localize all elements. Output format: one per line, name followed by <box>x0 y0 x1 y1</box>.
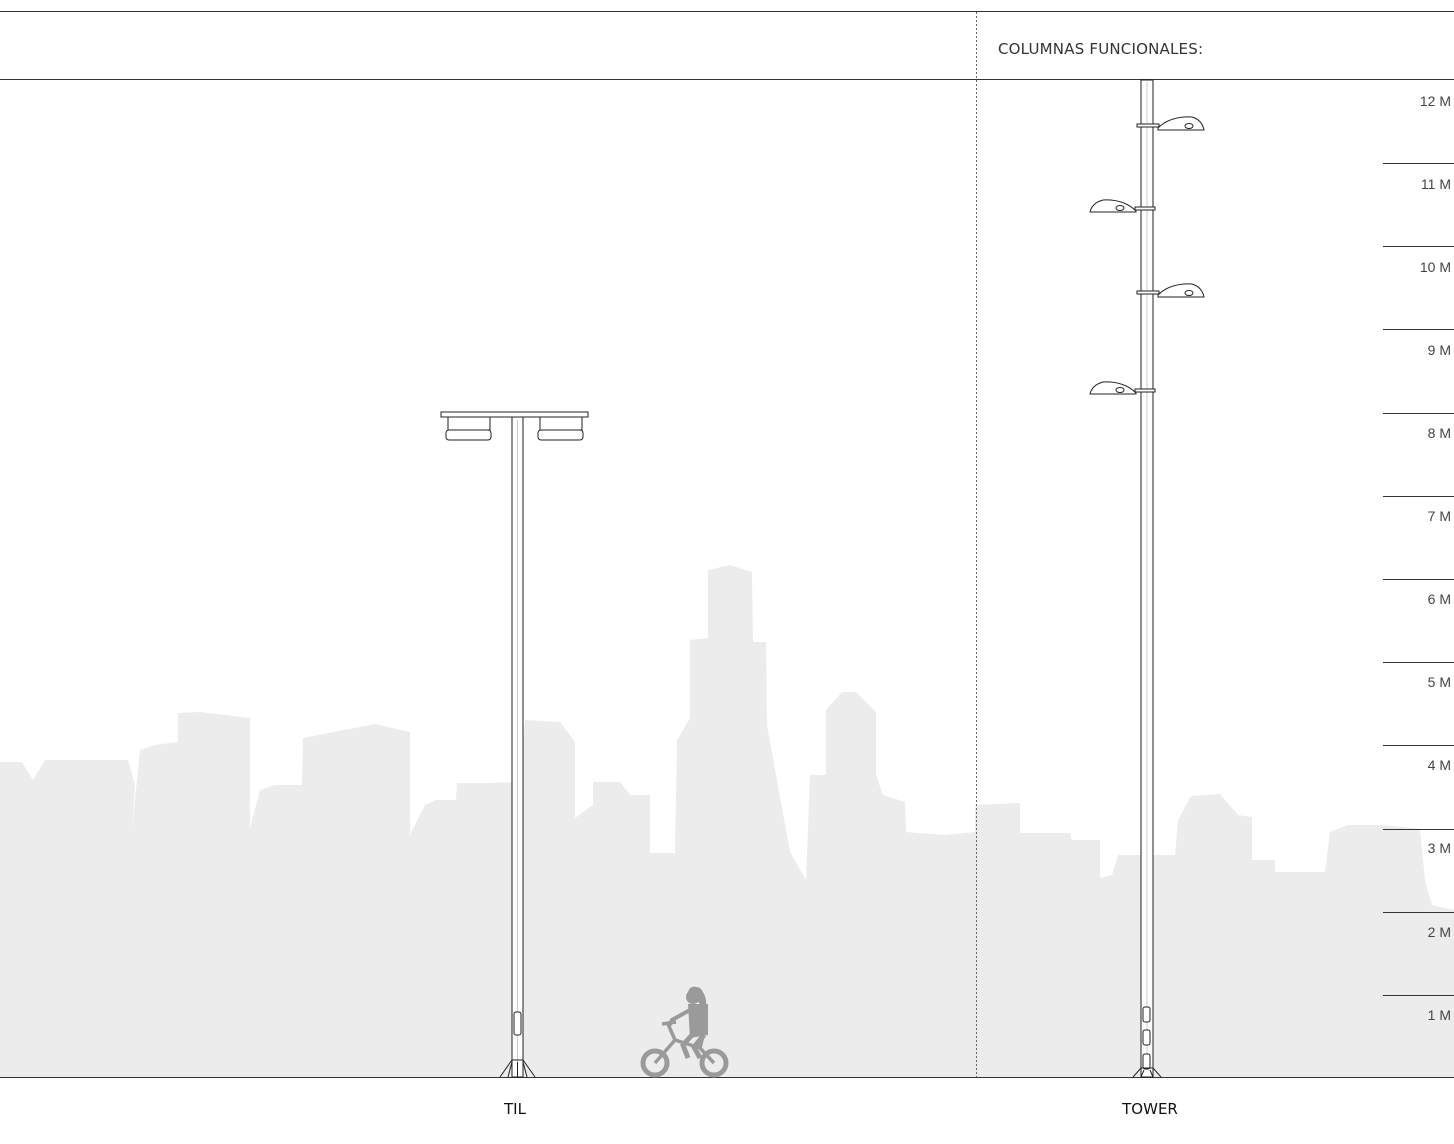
height-scale-ticks <box>1383 163 1454 996</box>
column-label-tower: TOWER <box>1122 1100 1178 1118</box>
til-service-door <box>513 1011 522 1036</box>
scale-label-10m: 10 M <box>1419 259 1451 275</box>
til-base <box>499 1059 536 1078</box>
scale-label-1m: 1 M <box>1427 1007 1451 1023</box>
til-lamp-right <box>539 416 583 431</box>
scale-label-9m: 9 M <box>1427 342 1451 358</box>
streetlight-til-icon <box>440 411 589 1078</box>
scale-label-11m: 11 M <box>1420 176 1451 192</box>
tower-lamp-left-1 <box>1089 199 1156 213</box>
scale-label-12m: 12 M <box>1419 93 1451 109</box>
scale-label-4m: 4 M <box>1427 757 1451 773</box>
tower-lamp-left-2 <box>1089 381 1156 395</box>
tower-door-2 <box>1142 1029 1151 1046</box>
cyclist-child-icon <box>640 986 729 1078</box>
scale-label-5m: 5 M <box>1427 674 1451 690</box>
til-lamp-left <box>447 416 491 431</box>
scale-label-7m: 7 M <box>1427 508 1451 524</box>
tower-door-3 <box>1142 1053 1151 1070</box>
scale-label-2m: 2 M <box>1427 924 1451 940</box>
til-crossarm <box>440 411 589 418</box>
section-title: COLUMNAS FUNCIONALES: <box>998 40 1204 58</box>
scale-label-6m: 6 M <box>1427 591 1451 607</box>
tower-lamp-right-2 <box>1136 283 1205 298</box>
frame-lines <box>0 11 1454 1078</box>
column-label-til: TIL <box>504 1100 526 1118</box>
city-skyline-silhouette <box>0 565 1454 1077</box>
tower-door-1 <box>1142 1006 1151 1023</box>
streetlight-tower-icon <box>1089 79 1205 1078</box>
scale-label-3m: 3 M <box>1427 840 1451 856</box>
scale-label-8m: 8 M <box>1427 425 1451 441</box>
tower-base <box>1132 1067 1162 1078</box>
tower-lamp-right-1 <box>1136 116 1205 131</box>
